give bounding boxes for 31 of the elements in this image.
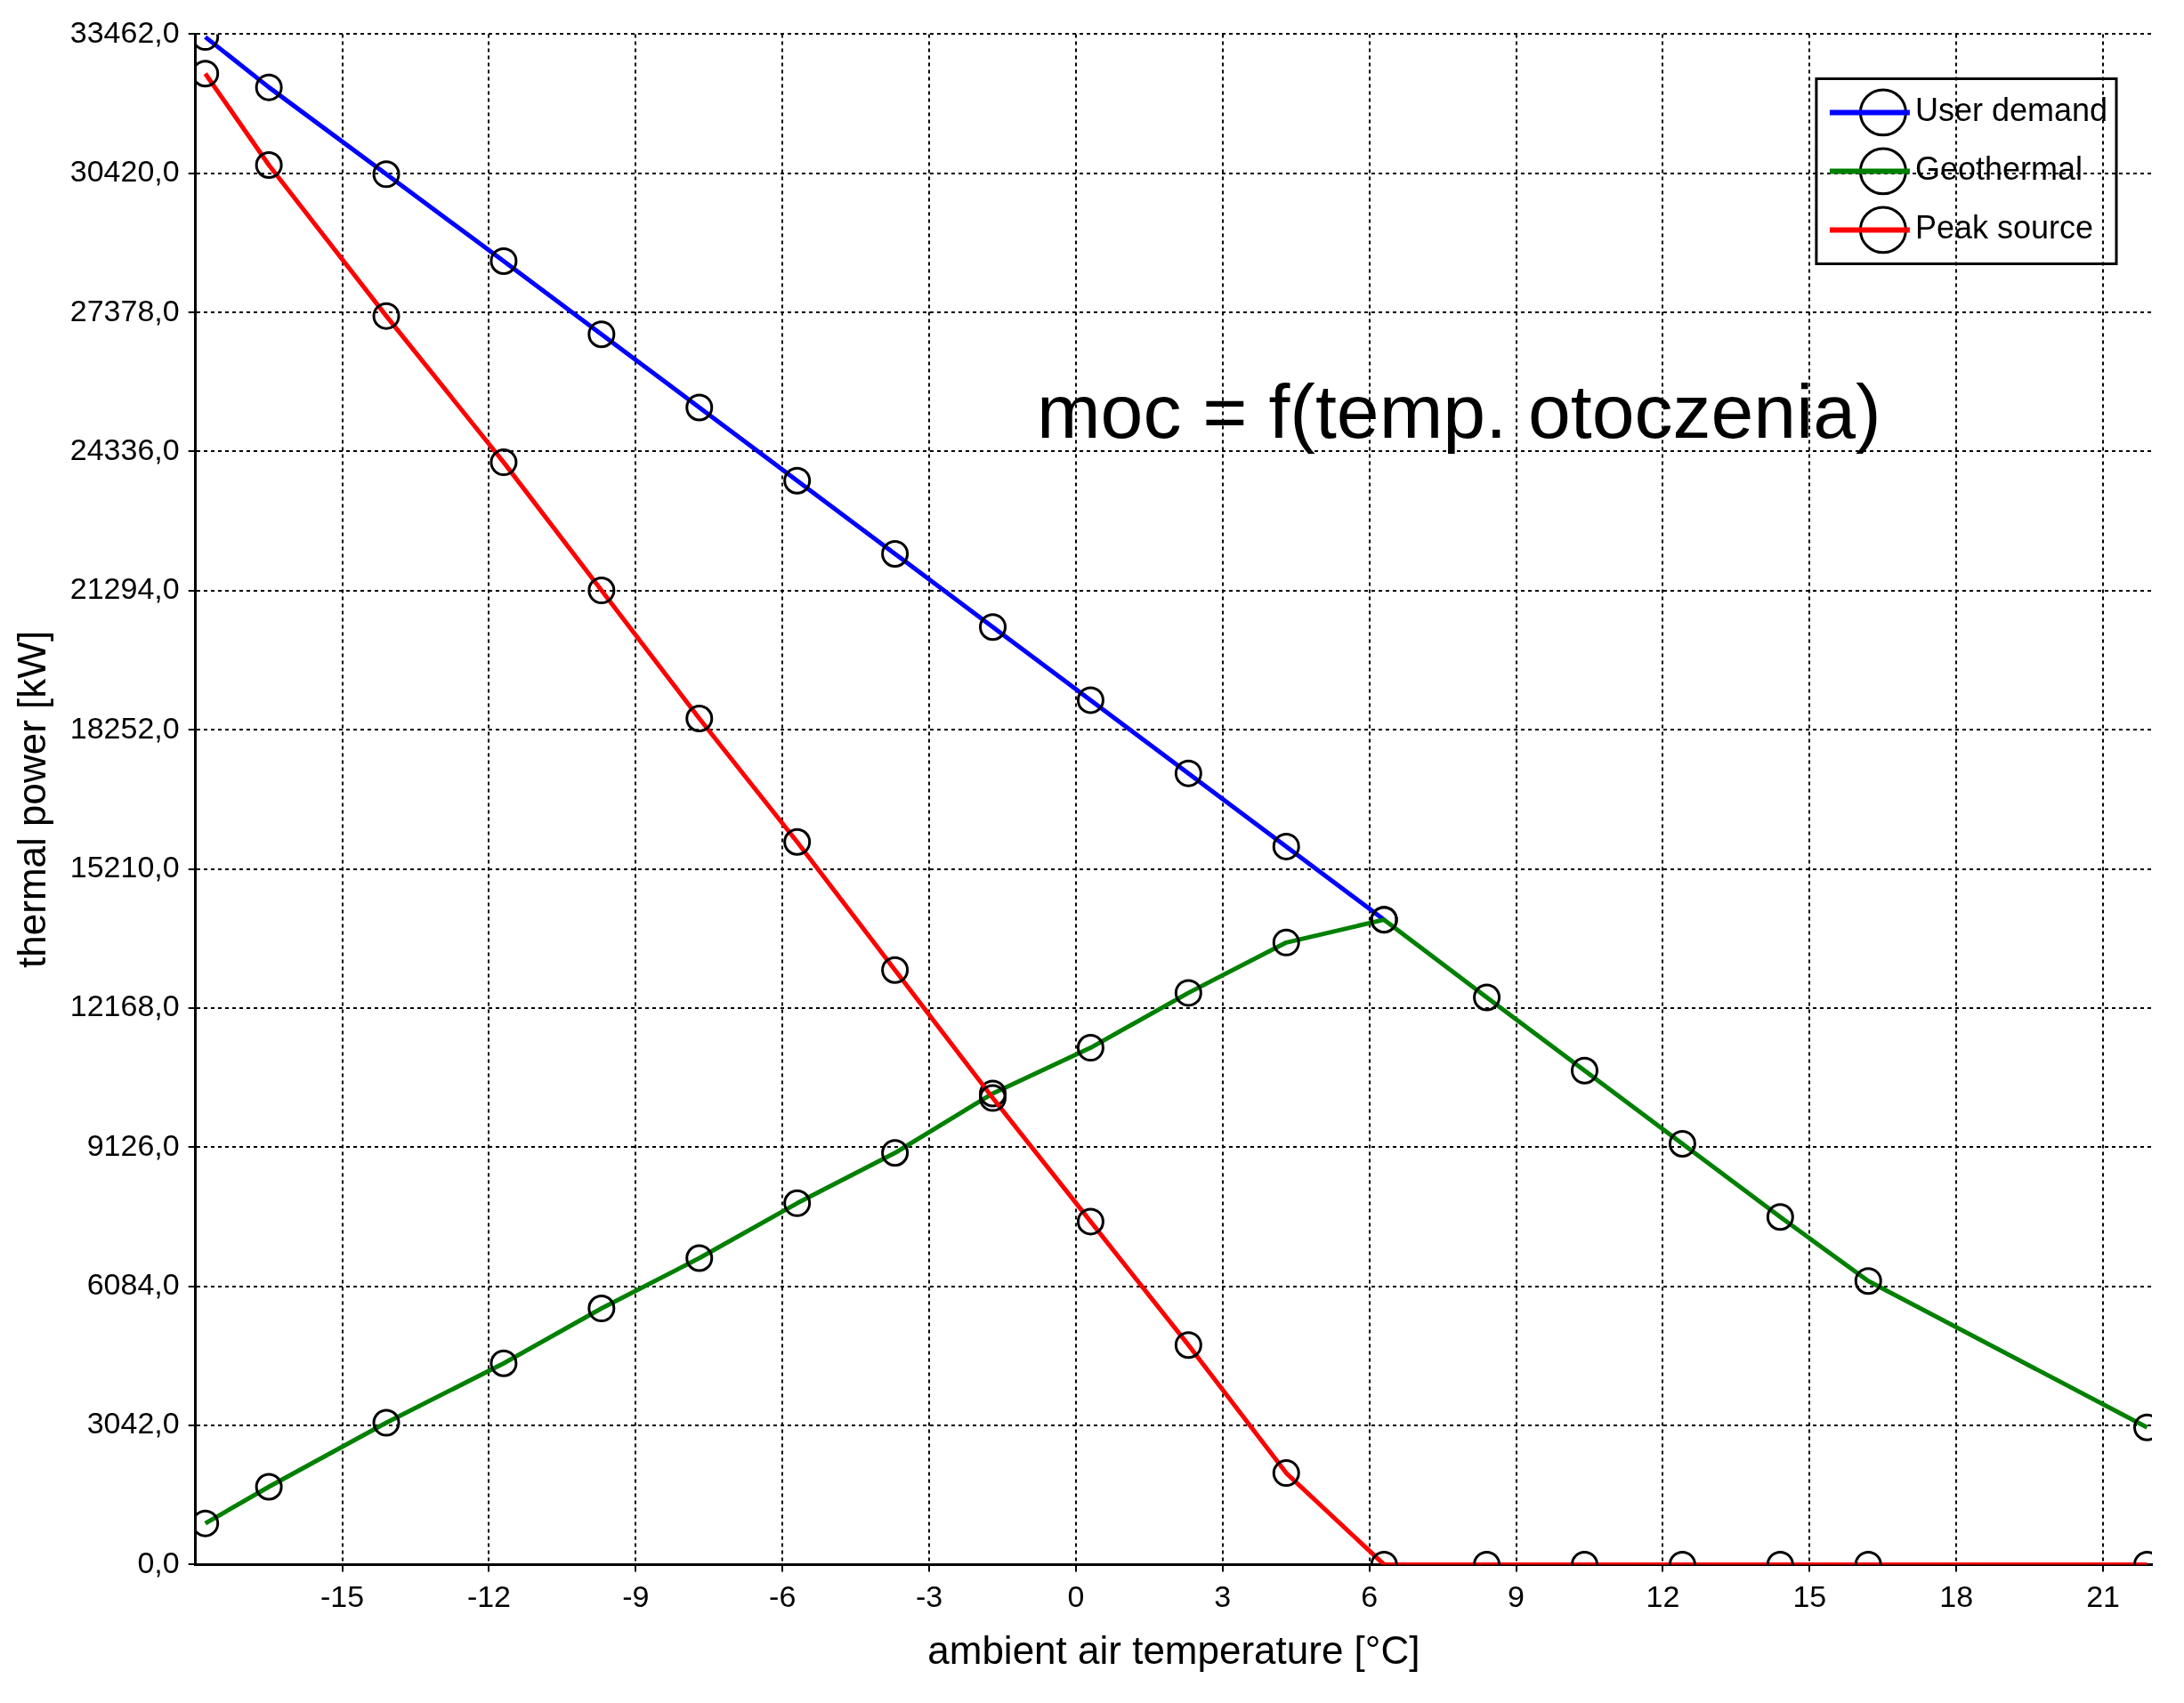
x-tick-label: 0: [1067, 1579, 1085, 1614]
y-tick-label: 3042,0: [86, 1406, 180, 1441]
x-tick-label: -6: [769, 1579, 797, 1614]
legend-label: User demand: [1914, 92, 2107, 129]
y-tick-label: 18252,0: [69, 710, 180, 745]
y-tick-label: 30420,0: [69, 154, 180, 189]
x-tick-label: 18: [1939, 1579, 1974, 1614]
y-axis-title: thermal power [kW]: [9, 630, 53, 968]
x-tick-label: -9: [622, 1579, 650, 1614]
x-axis-title: ambient air temperature [°C]: [927, 1627, 1420, 1672]
y-tick-label: 33462,0: [69, 14, 180, 49]
x-tick-label: 12: [1646, 1579, 1680, 1614]
y-tick-label: 15210,0: [69, 849, 180, 884]
x-tick-label: 3: [1214, 1579, 1232, 1614]
annotation: moc = f(temp. otoczenia): [1036, 368, 1881, 455]
x-tick-label: 21: [2086, 1579, 2120, 1614]
x-tick-label: -15: [320, 1579, 365, 1614]
y-tick-label: 9126,0: [86, 1127, 180, 1162]
y-tick-label: 21294,0: [69, 571, 180, 606]
y-tick-label: 6084,0: [86, 1267, 180, 1302]
y-tick-label: 0,0: [137, 1545, 180, 1579]
y-tick-label: 12168,0: [69, 989, 180, 1023]
x-tick-label: -3: [915, 1579, 943, 1614]
y-tick-label: 24336,0: [69, 432, 180, 466]
x-tick-label: -12: [466, 1579, 512, 1614]
x-tick-label: 9: [1508, 1579, 1525, 1614]
x-tick-label: 6: [1361, 1579, 1379, 1614]
y-tick-label: 27378,0: [69, 293, 180, 327]
legend-label: Geothermal: [1914, 150, 2083, 188]
legend-label: Peak source: [1914, 209, 2093, 246]
x-tick-label: 15: [1792, 1579, 1827, 1614]
